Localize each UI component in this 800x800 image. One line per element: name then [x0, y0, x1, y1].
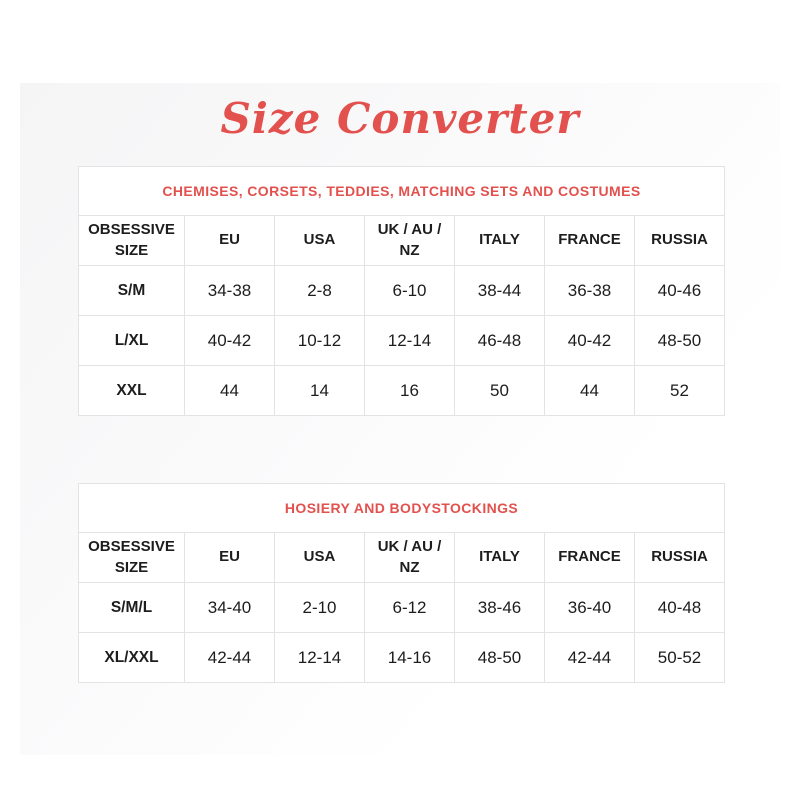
size-value-cell: 34-38 — [184, 265, 275, 316]
size-value-cell: 16 — [364, 365, 455, 416]
table-caption: HOSIERY AND BODYSTOCKINGS — [77, 483, 726, 533]
size-value-cell: 52 — [634, 365, 725, 416]
size-label-cell: S/M — [78, 265, 185, 316]
size-value-cell: 2-8 — [274, 265, 365, 316]
table-header-row: OBSESSIVE SIZE EU USA UK / AU / NZ ITALY FRAN… — [78, 215, 725, 266]
column-header: OBSESSIVE SIZE — [78, 532, 185, 583]
size-value-cell: 40-42 — [184, 315, 275, 366]
size-value-cell: 6-12 — [364, 582, 455, 633]
column-header: UK / AU / NZ — [364, 215, 455, 266]
column-header: FRANCE — [544, 215, 635, 266]
size-value-cell: 36-40 — [544, 582, 635, 633]
size-value-cell: 50 — [454, 365, 545, 416]
size-label-cell: S/M/L — [78, 582, 185, 633]
size-value-cell: 38-46 — [454, 582, 545, 633]
column-header: OBSESSIVE SIZE — [78, 215, 185, 266]
size-value-cell: 14 — [274, 365, 365, 416]
chemises-size-table: CHEMISES, CORSETS, TEDDIES, MATCHING SET… — [78, 166, 725, 416]
size-value-cell: 34-40 — [184, 582, 275, 633]
page-title: Size Converter — [220, 94, 580, 143]
table-row: S/M/L 34-40 2-10 6-12 38-46 36-40 40-48 — [78, 582, 726, 633]
size-value-cell: 46-48 — [454, 315, 545, 366]
size-label-cell: XXL — [78, 365, 185, 416]
column-header: RUSSIA — [634, 215, 725, 266]
size-value-cell: 2-10 — [274, 582, 365, 633]
size-value-cell: 40-42 — [544, 315, 635, 366]
column-header: RUSSIA — [633, 532, 726, 583]
size-value-cell: 14-16 — [364, 632, 455, 683]
column-header: USA — [274, 532, 365, 583]
size-value-cell: 12-14 — [364, 315, 455, 366]
size-value-cell: 12-14 — [274, 632, 365, 683]
table-caption: CHEMISES, CORSETS, TEDDIES, MATCHING SET… — [78, 166, 725, 216]
size-value-cell: 40-48 — [633, 582, 726, 633]
column-header: EU — [184, 215, 275, 266]
size-value-cell: 42-44 — [544, 632, 635, 683]
size-value-cell: 10-12 — [274, 315, 365, 366]
hosiery-size-table: HOSIERY AND BODYSTOCKINGS OBSESSIVE SIZE E… — [77, 483, 726, 683]
table-row: L/XL 40-42 10-12 12-14 46-48 40-42 48-50 — [78, 315, 725, 366]
column-header: ITALY — [454, 532, 545, 583]
size-value-cell: 48-50 — [634, 315, 725, 366]
size-value-cell: 38-44 — [454, 265, 545, 316]
size-value-cell: 44 — [184, 365, 275, 416]
size-value-cell: 6-10 — [364, 265, 455, 316]
size-value-cell: 40-46 — [634, 265, 725, 316]
size-value-cell: 42-44 — [184, 632, 275, 683]
table-header-row: OBSESSIVE SIZE EU USA UK / AU / NZ ITALY FRAN… — [78, 532, 726, 583]
column-header: UK / AU / NZ — [364, 532, 455, 583]
column-header: EU — [184, 532, 275, 583]
size-label-cell: XL/XXL — [78, 632, 185, 683]
table-caption-row: HOSIERY AND BODYSTOCKINGS — [77, 483, 726, 533]
size-value-cell: 44 — [544, 365, 635, 416]
table-row: XL/XXL 42-44 12-14 14-16 48-50 42-44 50-52 — [78, 632, 726, 683]
table-caption-row: CHEMISES, CORSETS, TEDDIES, MATCHING SET… — [78, 166, 725, 216]
size-value-cell: 50-52 — [633, 632, 726, 683]
size-value-cell: 48-50 — [454, 632, 545, 683]
table-row: S/M 34-38 2-8 6-10 38-44 36-38 40-46 — [78, 265, 725, 316]
table-row: XXL 44 14 16 50 44 52 — [78, 365, 725, 416]
column-header: USA — [274, 215, 365, 266]
column-header: FRANCE — [544, 532, 635, 583]
size-label-cell: L/XL — [78, 315, 185, 366]
column-header: ITALY — [454, 215, 545, 266]
size-value-cell: 36-38 — [544, 265, 635, 316]
